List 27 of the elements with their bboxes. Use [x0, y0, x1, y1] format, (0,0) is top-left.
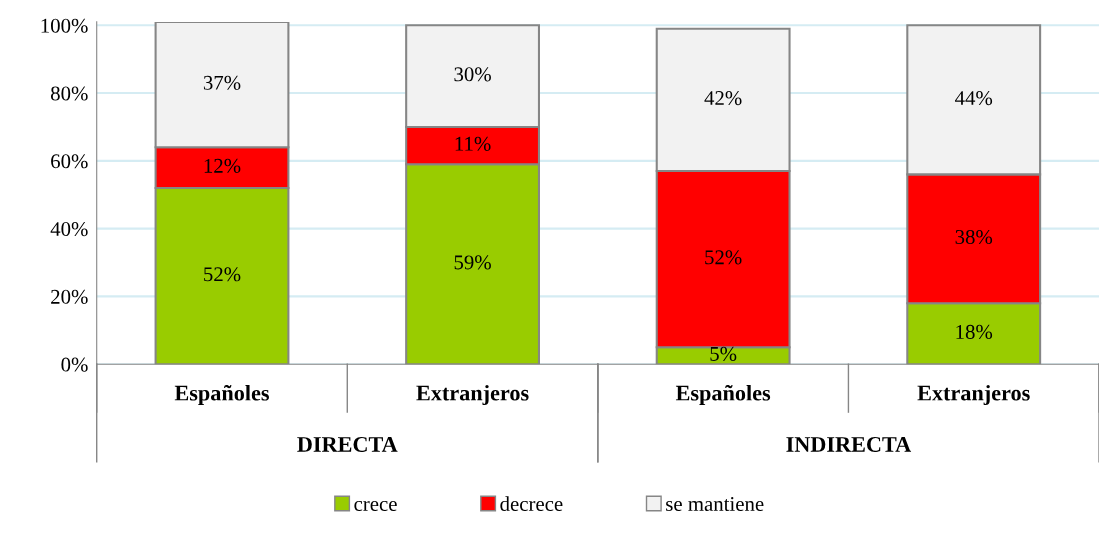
data-label: 30%	[454, 67, 491, 82]
x-tick-label: Extranjeros	[917, 384, 1030, 406]
text: INDIRECTA	[786, 436, 912, 452]
data-label: 52%	[204, 267, 241, 282]
x-tick-label: Españoles	[174, 384, 269, 406]
data-label: 59%	[454, 255, 491, 270]
data-label: 38%	[955, 229, 993, 245]
text: DIRECTA	[297, 436, 398, 452]
data-label: 42%	[704, 91, 742, 106]
y-tick-label: 20%	[51, 289, 88, 304]
data-label: 5%	[710, 346, 737, 361]
data-label: 18%	[956, 324, 993, 339]
y-tick-label: 100%	[41, 18, 88, 33]
x-tick-label: Españoles	[675, 384, 771, 406]
legend-label: decrece	[500, 496, 563, 512]
legend-label: se mantiene	[666, 497, 764, 512]
y-tick-label: 0%	[61, 357, 88, 372]
data-label: 44%	[955, 91, 993, 106]
legend-label: crece	[354, 501, 397, 512]
data-label: 11%	[455, 136, 491, 151]
y-tick-label: 80%	[50, 86, 88, 101]
x-tick-label: Extranjeros	[416, 384, 529, 406]
data-label: 52%	[705, 250, 742, 265]
data-label: 37%	[203, 75, 241, 90]
data-label: 12%	[204, 158, 241, 173]
y-tick-label: 40%	[50, 222, 88, 237]
y-tick-label: 60%	[51, 154, 88, 169]
